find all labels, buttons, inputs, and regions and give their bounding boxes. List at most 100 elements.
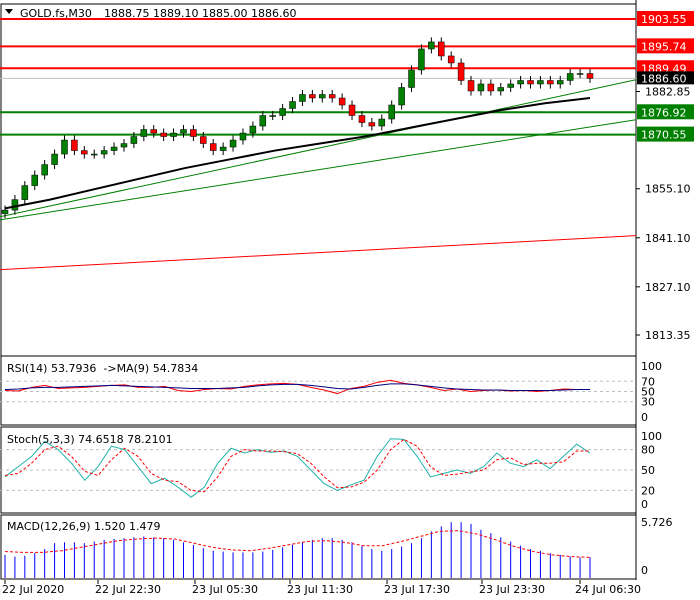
- signal-line: [4, 438, 590, 493]
- level-label: 70: [641, 375, 655, 388]
- panel-frame: [0, 3, 637, 357]
- candle: [467, 80, 475, 92]
- candle: [576, 73, 584, 75]
- candle: [378, 118, 386, 127]
- collapse-triangle-icon[interactable]: [5, 9, 13, 14]
- level-label: 50: [641, 386, 655, 399]
- candle: [388, 104, 395, 120]
- price-label-bg: [637, 11, 694, 26]
- y-tick-label: 1855.10: [645, 183, 691, 196]
- candle: [90, 153, 98, 156]
- y-tick-label: 1827.10: [645, 281, 691, 294]
- candle: [438, 41, 445, 57]
- candle: [368, 122, 376, 127]
- level-label: 0: [641, 564, 648, 577]
- x-tick-label: 22 Jul 2020: [2, 583, 64, 596]
- price-label: 1870.55: [641, 129, 687, 142]
- candle: [418, 48, 425, 71]
- level-label: 100: [641, 360, 662, 373]
- candle: [150, 129, 157, 134]
- trendline: [0, 119, 637, 221]
- level-label: 20: [641, 484, 655, 497]
- current-price-label: 1886.60: [641, 72, 687, 85]
- candle: [319, 94, 326, 99]
- candle: [507, 83, 514, 88]
- candle: [408, 69, 415, 88]
- candle: [398, 87, 405, 106]
- x-tick-label: 22 Jul 22:30: [95, 583, 161, 596]
- candle: [190, 129, 197, 137]
- chart-ohlc: 1888.75 1889.10 1885.00 1886.60: [104, 7, 296, 20]
- price-label-bg: [637, 104, 694, 120]
- rsi-title: RSI(14) 53.7936 ->MA(9) 54.7834: [7, 362, 198, 375]
- price-label: 1895.74: [641, 40, 687, 53]
- candle: [61, 139, 68, 155]
- ma-line: [4, 383, 590, 391]
- candle: [249, 125, 257, 134]
- chart-title: GOLD.fs,M30: [20, 7, 92, 20]
- candle: [100, 150, 108, 155]
- candle: [51, 153, 58, 165]
- x-tick-label: 23 Jul 05:30: [192, 583, 258, 596]
- candle: [447, 55, 455, 64]
- candle: [71, 139, 78, 151]
- candle: [160, 132, 167, 137]
- current-price-bg: [637, 71, 694, 85]
- candle: [497, 87, 505, 92]
- level-label: 30: [641, 396, 655, 409]
- candle: [348, 104, 356, 116]
- candle: [477, 83, 485, 92]
- price-label: 1903.55: [641, 13, 687, 26]
- candle: [299, 94, 306, 102]
- candle: [140, 129, 148, 137]
- candle: [537, 80, 544, 85]
- candle: [358, 115, 366, 123]
- main-line: [4, 438, 591, 498]
- moving-average-line: [4, 97, 591, 210]
- candle: [219, 146, 227, 151]
- candle: [229, 139, 237, 148]
- y-tick-label: 1813.35: [645, 329, 691, 342]
- level-label: 5.726: [641, 516, 673, 529]
- candle: [487, 83, 495, 92]
- candle: [259, 115, 267, 127]
- candle: [200, 136, 207, 144]
- x-tick-label: 23 Jul 11:30: [287, 583, 353, 596]
- y-tick-label: 1882.85: [645, 86, 691, 99]
- candle: [21, 185, 29, 200]
- candle: [130, 136, 138, 144]
- macd-signal-line: [4, 530, 591, 558]
- candle: [517, 80, 524, 85]
- candle: [31, 174, 38, 186]
- level-label: 0: [641, 411, 648, 424]
- candle: [428, 41, 435, 50]
- candle: [586, 73, 594, 79]
- level-label: 80: [641, 444, 655, 457]
- candle: [457, 62, 465, 81]
- candle: [547, 80, 554, 85]
- trendline: [0, 79, 637, 218]
- price-label-bg: [637, 38, 694, 54]
- macd-title: MACD(12,26,9) 1.520 1.479: [7, 520, 161, 533]
- stoch-title: Stoch(5,3,3) 74.6518 78.2101: [7, 433, 173, 446]
- trendline: [0, 235, 637, 271]
- candle: [557, 80, 564, 85]
- candle: [120, 143, 128, 148]
- candle: [209, 143, 217, 151]
- candle: [81, 150, 88, 155]
- candle: [110, 146, 118, 151]
- candle: [269, 115, 276, 117]
- candle: [239, 132, 247, 141]
- level-label: 50: [641, 464, 655, 477]
- candle: [41, 164, 48, 176]
- level-label: 0: [641, 498, 648, 511]
- candle: [328, 94, 336, 99]
- candle: [289, 101, 296, 109]
- y-tick-label: 1841.10: [645, 232, 691, 245]
- x-tick-label: 23 Jul 23:30: [479, 583, 545, 596]
- candle: [338, 97, 346, 106]
- candle: [1, 209, 9, 214]
- candle: [170, 132, 177, 137]
